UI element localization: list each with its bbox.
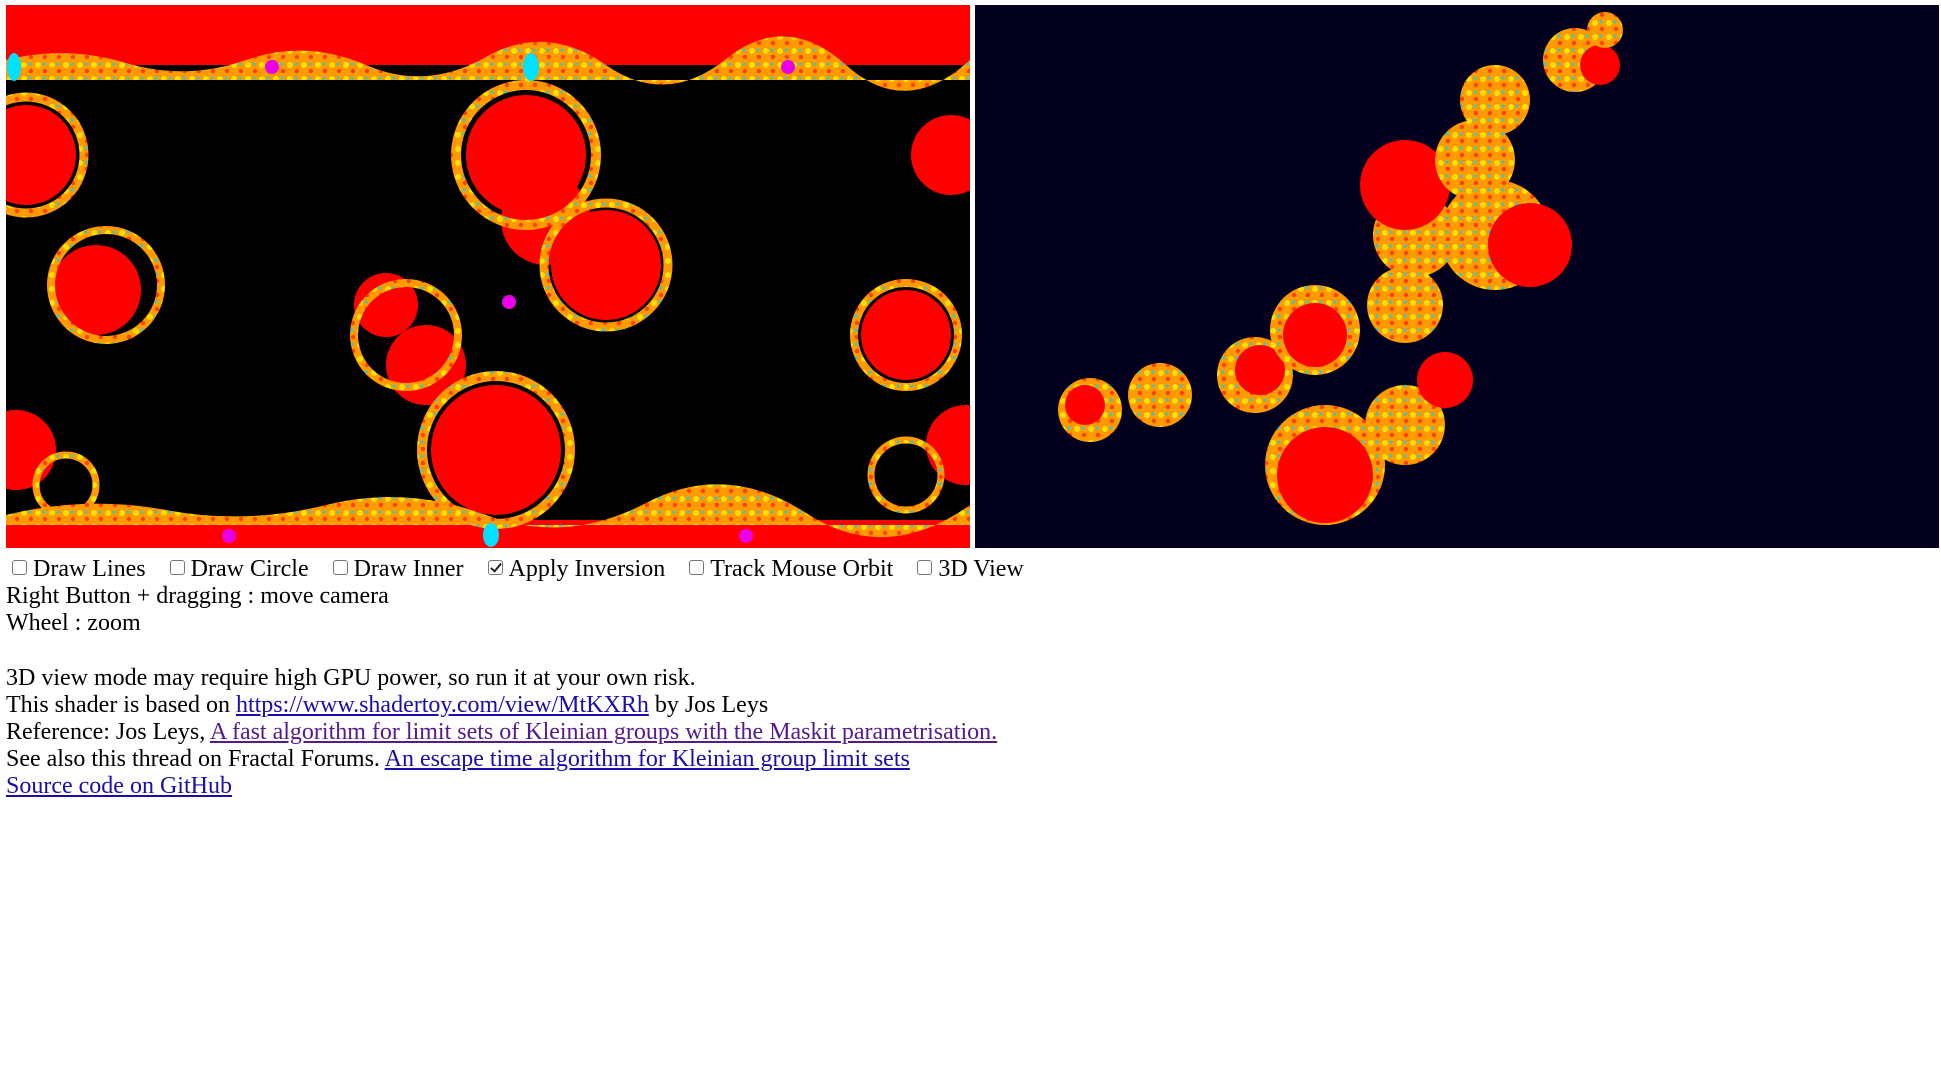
track-mouse-orbit-label: Track Mouse Orbit bbox=[710, 556, 894, 582]
reference-paper-link[interactable]: A fast algorithm for limit sets of Klein… bbox=[209, 718, 998, 745]
based-on-prefix: This shader is based on bbox=[6, 691, 236, 718]
based-on-line: This shader is based on https://www.shad… bbox=[6, 692, 997, 719]
draw-inner-checkbox[interactable] bbox=[332, 560, 348, 575]
github-line: Source code on GitHub bbox=[6, 773, 997, 800]
apply-inversion-label: Apply Inversion bbox=[508, 556, 666, 582]
3d-view-checkbox[interactable] bbox=[917, 560, 933, 575]
draw-inner-label: Draw Inner bbox=[353, 556, 464, 582]
fractal-inversion-canvas[interactable] bbox=[975, 5, 1939, 548]
fractal-forums-link[interactable]: An escape time algorithm for Kleinian gr… bbox=[384, 746, 910, 773]
fractal-blob-lower-center bbox=[350, 273, 575, 529]
apply-inversion-checkbox[interactable] bbox=[487, 560, 503, 575]
info-section: Right Button + dragging : move camera Wh… bbox=[6, 583, 997, 801]
apply-inversion-toggle[interactable]: Apply Inversion bbox=[482, 556, 666, 583]
fractal-fringe-bottom bbox=[6, 484, 970, 538]
inverted-limit-set bbox=[1058, 12, 1623, 525]
based-on-suffix: by Jos Leys bbox=[648, 691, 769, 718]
fractal-inversion-svg bbox=[1058, 12, 1623, 525]
track-mouse-orbit-checkbox[interactable] bbox=[689, 560, 705, 575]
3d-view-toggle[interactable]: 3D View bbox=[911, 556, 1024, 583]
draw-circle-checkbox[interactable] bbox=[169, 560, 185, 575]
spacer-line bbox=[6, 637, 997, 664]
track-mouse-orbit-toggle[interactable]: Track Mouse Orbit bbox=[683, 556, 893, 583]
controls-row: Draw Lines Draw Circle Draw Inner Apply … bbox=[6, 556, 1036, 584]
forum-prefix: See also this thread on Fractal Forums. bbox=[6, 746, 385, 773]
orbit-markers bbox=[222, 60, 795, 543]
3d-view-label: 3D View bbox=[938, 556, 1024, 582]
zoom-help: Wheel : zoom bbox=[6, 610, 141, 637]
orbit-marker bbox=[502, 295, 516, 309]
draw-lines-toggle[interactable]: Draw Lines bbox=[6, 556, 146, 583]
orbit-marker bbox=[265, 60, 279, 74]
reference-line: Reference: Jos Leys, A fast algorithm fo… bbox=[6, 719, 997, 746]
fractal-blob-upper-center bbox=[451, 80, 673, 332]
draw-lines-checkbox[interactable] bbox=[12, 560, 27, 575]
gpu-warning: 3D view mode may require high GPU power,… bbox=[6, 664, 696, 691]
draw-lines-label: Draw Lines bbox=[33, 556, 146, 582]
fractal-fringe-top bbox=[6, 36, 970, 91]
github-link[interactable]: Source code on GitHub bbox=[6, 773, 232, 800]
fractal-2d-svg bbox=[6, 5, 970, 548]
fractal-blob-right bbox=[850, 115, 970, 514]
orbit-marker bbox=[781, 60, 795, 74]
draw-circle-label: Draw Circle bbox=[190, 556, 309, 582]
draw-circle-toggle[interactable]: Draw Circle bbox=[164, 556, 309, 583]
reference-prefix: Reference: Jos Leys, bbox=[6, 718, 210, 745]
orbit-marker bbox=[222, 529, 236, 543]
forum-line: See also this thread on Fractal Forums. … bbox=[6, 746, 997, 773]
fractal-blob-left bbox=[6, 92, 165, 519]
canvas-row bbox=[6, 5, 1939, 548]
draw-inner-toggle[interactable]: Draw Inner bbox=[327, 556, 464, 583]
orbit-marker bbox=[739, 529, 753, 543]
shadertoy-link[interactable]: https://www.shadertoy.com/view/MtKXRh bbox=[235, 691, 649, 718]
fractal-2d-canvas[interactable] bbox=[6, 5, 970, 548]
fractal-cyan-spots bbox=[7, 53, 539, 547]
camera-help: Right Button + dragging : move camera bbox=[6, 583, 389, 609]
